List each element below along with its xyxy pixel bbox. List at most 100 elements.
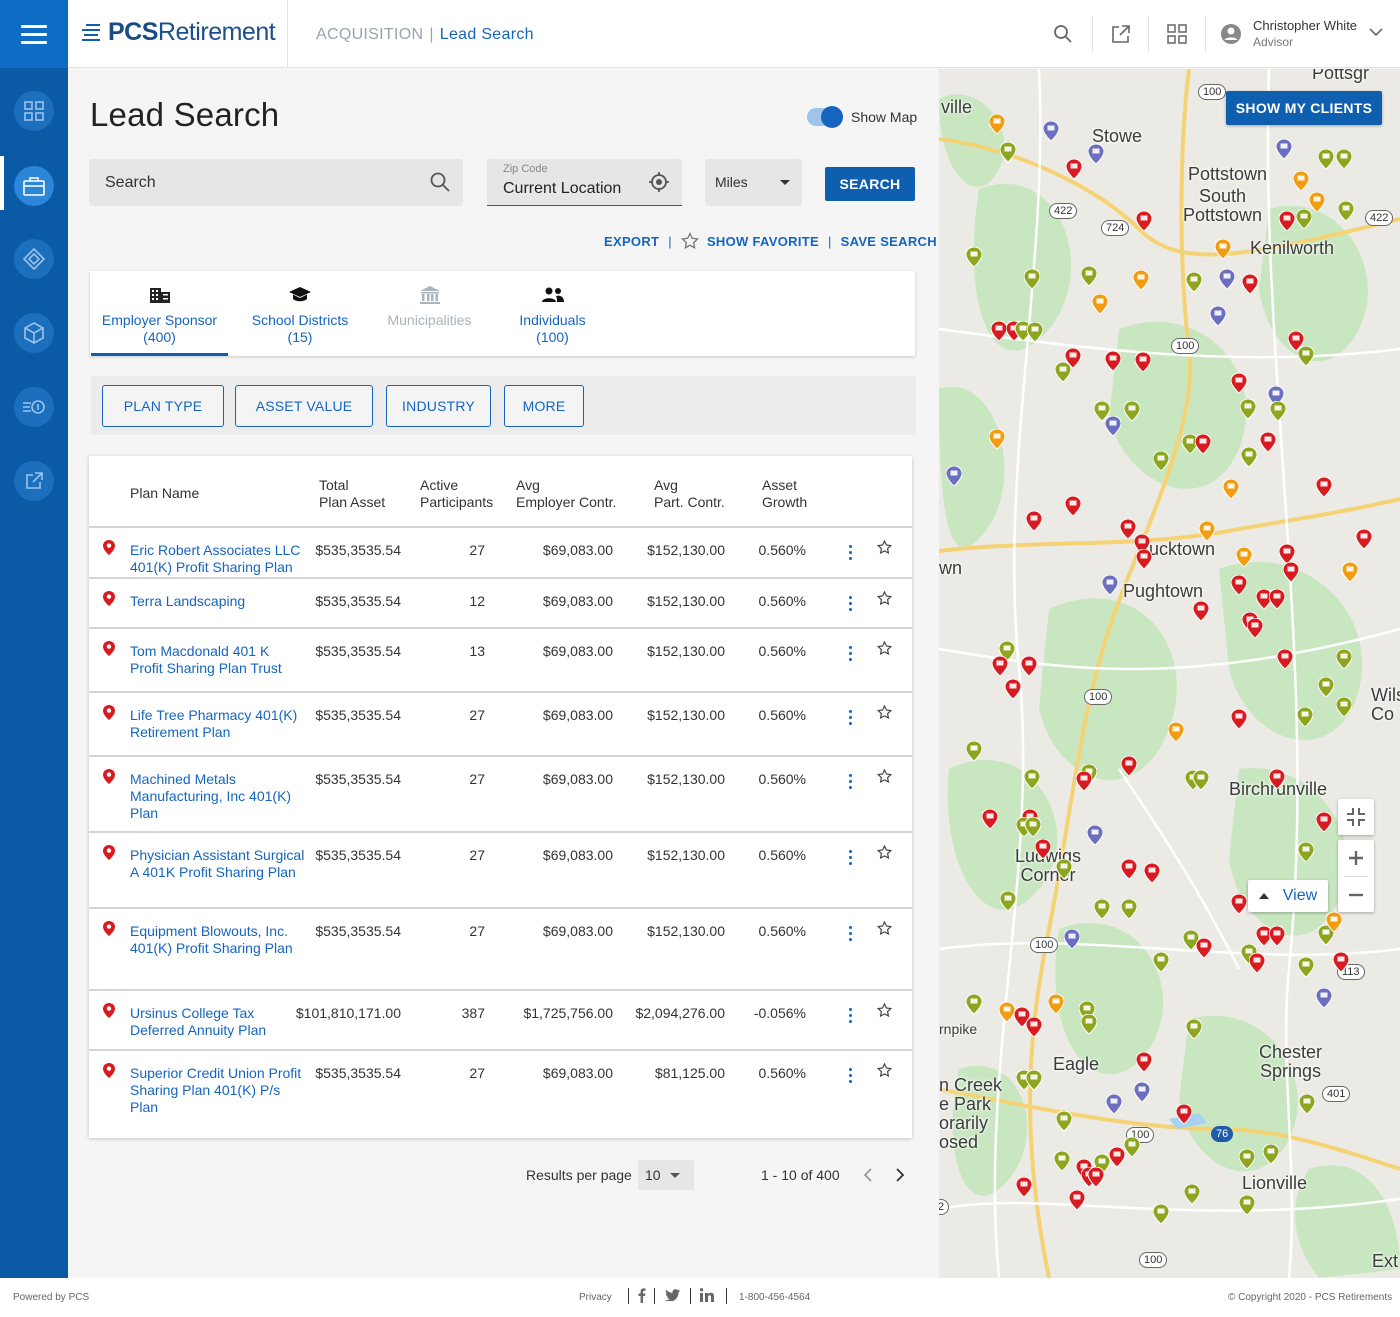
industry-filter-button[interactable]: INDUSTRY: [386, 385, 491, 427]
column-header-asset-growth[interactable]: Asset Growth: [762, 477, 808, 510]
map-lead-marker-icon[interactable]: [1317, 148, 1335, 170]
map-lead-marker-icon[interactable]: [1222, 478, 1240, 500]
row-more-options-icon[interactable]: [849, 710, 853, 728]
map-lead-marker-icon[interactable]: [1308, 191, 1326, 213]
column-header-avg-employer-contr[interactable]: Avg Employer Contr.: [516, 477, 617, 510]
map-lead-marker-icon[interactable]: [1341, 561, 1359, 583]
map-lead-marker-icon[interactable]: [1230, 708, 1248, 730]
zip-code-field[interactable]: Zip Code Current Location: [487, 159, 682, 206]
map-lead-marker-icon[interactable]: [965, 246, 983, 268]
twitter-icon[interactable]: [665, 1289, 680, 1301]
map-lead-marker-icon[interactable]: [1278, 543, 1296, 565]
map-lead-marker-icon[interactable]: [1214, 238, 1232, 260]
map-lead-marker-icon[interactable]: [1023, 268, 1041, 290]
map-lead-marker-icon[interactable]: [1269, 400, 1287, 422]
map-lead-marker-icon[interactable]: [1123, 400, 1141, 422]
more-filters-button[interactable]: MORE: [504, 385, 584, 427]
map-lead-marker-icon[interactable]: [1192, 600, 1210, 622]
map-lead-marker-icon[interactable]: [1123, 1136, 1141, 1158]
map-lead-marker-icon[interactable]: [1055, 1110, 1073, 1132]
row-more-options-icon[interactable]: [849, 774, 853, 792]
map-lead-marker-icon[interactable]: [1194, 433, 1212, 455]
map-lead-marker-icon[interactable]: [1282, 561, 1300, 583]
map-lead-marker-icon[interactable]: [1086, 824, 1104, 846]
row-more-options-icon[interactable]: [849, 646, 853, 664]
row-more-options-icon[interactable]: [849, 926, 853, 944]
chevron-left-icon[interactable]: [863, 1168, 873, 1182]
map-fullscreen-button[interactable]: [1338, 799, 1374, 835]
map-lead-marker-icon[interactable]: [1230, 372, 1248, 394]
map-lead-marker-icon[interactable]: [1175, 1103, 1193, 1125]
map-lead-marker-icon[interactable]: [981, 808, 999, 830]
privacy-link[interactable]: Privacy: [579, 1292, 612, 1303]
map-lead-marker-icon[interactable]: [1132, 269, 1150, 291]
table-row[interactable]: Life Tree Pharmacy 401(K) Retirement Pla…: [89, 691, 912, 755]
map-lead-marker-icon[interactable]: [1268, 768, 1286, 790]
menu-button[interactable]: [0, 0, 68, 68]
user-menu[interactable]: Christopher White Advisor: [1220, 18, 1383, 49]
map-lead-marker-icon[interactable]: [1108, 1146, 1126, 1168]
row-more-options-icon[interactable]: [849, 1068, 853, 1086]
map-lead-marker-icon[interactable]: [1034, 838, 1052, 860]
map-lead-marker-icon[interactable]: [1337, 200, 1355, 222]
row-more-options-icon[interactable]: [849, 850, 853, 868]
map-lead-marker-icon[interactable]: [1080, 265, 1098, 287]
map-lead-marker-icon[interactable]: [1047, 993, 1065, 1015]
column-header-avg-part-contr[interactable]: Avg Part. Contr.: [654, 477, 725, 510]
map-lead-marker-icon[interactable]: [1292, 170, 1310, 192]
column-header-plan-name[interactable]: Plan Name: [130, 485, 200, 501]
map-lead-marker-icon[interactable]: [1080, 1013, 1098, 1035]
map-lead-marker-icon[interactable]: [1167, 721, 1185, 743]
search-icon[interactable]: [429, 171, 451, 193]
map-lead-marker-icon[interactable]: [1355, 528, 1373, 550]
map-lead-marker-icon[interactable]: [1055, 858, 1073, 880]
plan-name-link[interactable]: Life Tree Pharmacy 401(K) Retirement Pla…: [130, 707, 298, 740]
sidebar-item-dashboard[interactable]: [0, 81, 68, 141]
map-lead-marker-icon[interactable]: [1068, 1189, 1086, 1211]
map-lead-marker-icon[interactable]: [1093, 898, 1111, 920]
map-lead-marker-icon[interactable]: [1104, 350, 1122, 372]
map-lead-marker-icon[interactable]: [1134, 351, 1152, 373]
table-row[interactable]: Terra Landscaping $535,3535.54 12 $69,083.0…: [89, 577, 912, 627]
map-lead-marker-icon[interactable]: [1053, 1150, 1071, 1172]
asset-value-filter-button[interactable]: ASSET VALUE: [235, 385, 373, 427]
favorite-star-icon[interactable]: [877, 591, 892, 606]
plan-name-link[interactable]: Eric Robert Associates LLC 401(K) Profit…: [130, 542, 301, 575]
map-lead-marker-icon[interactable]: [1276, 648, 1294, 670]
map-lead-marker-icon[interactable]: [1023, 768, 1041, 790]
breadcrumb-section[interactable]: ACQUISITION: [316, 26, 424, 43]
map-lead-marker-icon[interactable]: [1239, 398, 1257, 420]
map-lead-marker-icon[interactable]: [1297, 956, 1315, 978]
facebook-icon[interactable]: [638, 1288, 646, 1303]
map-lead-marker-icon[interactable]: [1105, 1093, 1123, 1115]
map-lead-marker-icon[interactable]: [999, 890, 1017, 912]
map-lead-marker-icon[interactable]: [1298, 1093, 1316, 1115]
map-lead-marker-icon[interactable]: [1275, 138, 1293, 160]
favorite-star-icon[interactable]: [877, 921, 892, 936]
map-lead-marker-icon[interactable]: [1315, 476, 1333, 498]
map-lead-marker-icon[interactable]: [1064, 347, 1082, 369]
table-row[interactable]: Eric Robert Associates LLC 401(K) Profit…: [89, 526, 912, 577]
map-lead-marker-icon[interactable]: [1185, 1018, 1203, 1040]
map-lead-marker-icon[interactable]: [1335, 148, 1353, 170]
map-lead-marker-icon[interactable]: [1182, 929, 1200, 951]
table-row[interactable]: Machined Metals Manufacturing, Inc 401(K…: [89, 755, 912, 831]
sidebar-item-cube[interactable]: [0, 303, 68, 363]
map-lead-marker-icon[interactable]: [1152, 951, 1170, 973]
map-lead-marker-icon[interactable]: [991, 655, 1009, 677]
map-lead-marker-icon[interactable]: [1240, 446, 1258, 468]
sidebar-item-diamond[interactable]: [0, 229, 68, 289]
search-button[interactable]: SEARCH: [825, 167, 915, 201]
map-lead-marker-icon[interactable]: [1317, 676, 1335, 698]
map-lead-marker-icon[interactable]: [999, 141, 1017, 163]
favorite-star-icon[interactable]: [877, 769, 892, 784]
map-lead-marker-icon[interactable]: [1004, 678, 1022, 700]
favorite-star-icon[interactable]: [877, 845, 892, 860]
sidebar-item-money[interactable]: [0, 377, 68, 437]
map-lead-marker-icon[interactable]: [1042, 120, 1060, 142]
map-lead-marker-icon[interactable]: [988, 428, 1006, 450]
map-lead-marker-icon[interactable]: [1143, 862, 1161, 884]
row-more-options-icon[interactable]: [849, 545, 853, 563]
locate-me-icon[interactable]: [648, 171, 670, 193]
map-lead-marker-icon[interactable]: [1297, 345, 1315, 367]
